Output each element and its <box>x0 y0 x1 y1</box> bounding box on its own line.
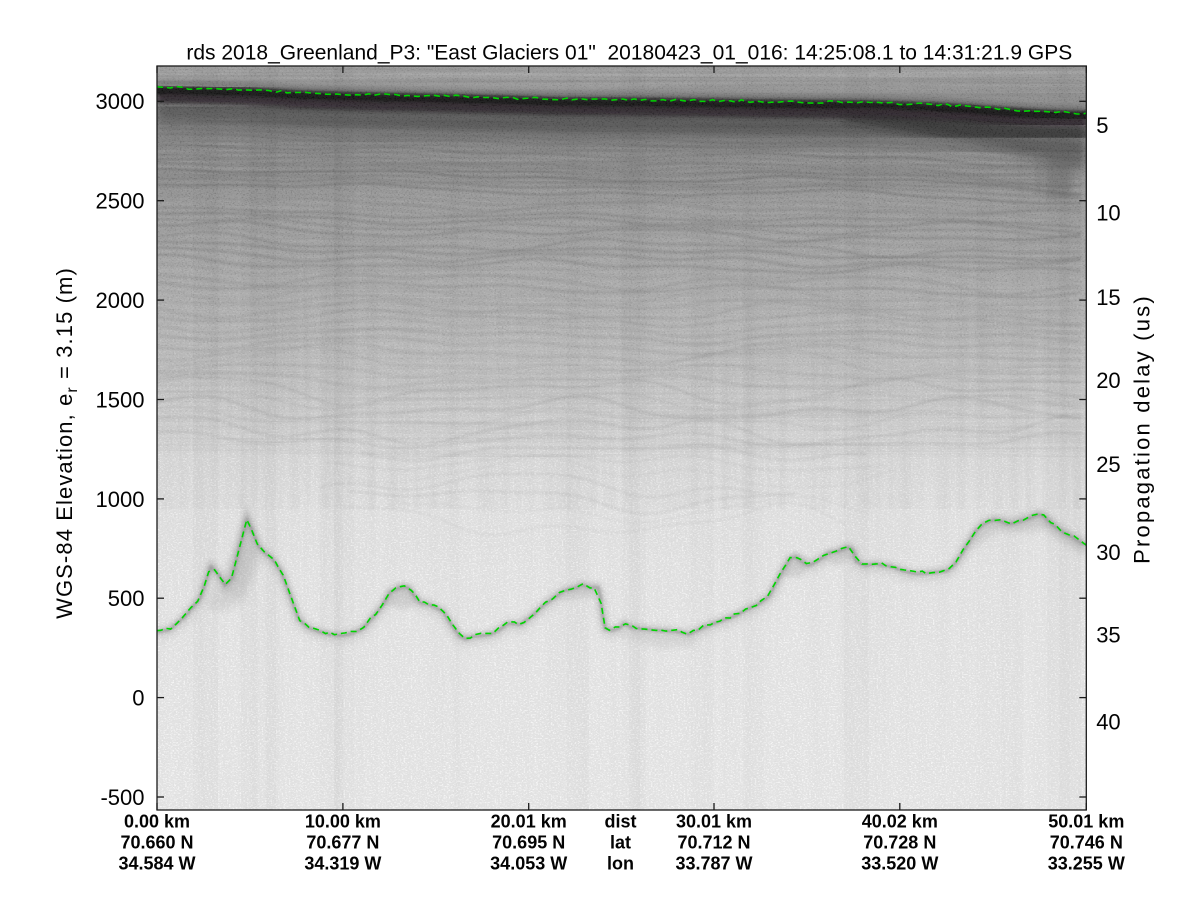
svg-text:70.695 N: 70.695 N <box>492 833 565 853</box>
svg-text:25: 25 <box>1096 452 1120 477</box>
svg-text:34.053 W: 34.053 W <box>490 854 567 874</box>
svg-text:lon: lon <box>607 854 634 874</box>
svg-text:34.584 W: 34.584 W <box>118 854 195 874</box>
svg-text:10: 10 <box>1096 200 1120 225</box>
svg-text:0: 0 <box>132 686 144 711</box>
svg-text:34.319 W: 34.319 W <box>304 854 381 874</box>
svg-text:500: 500 <box>108 586 145 611</box>
svg-text:rds 2018_Greenland_P3: "East G: rds 2018_Greenland_P3: "East Glaciers 01… <box>186 42 1072 65</box>
svg-text:WGS-84 Elevation, er = 3.15 (m: WGS-84 Elevation, er = 3.15 (m) <box>52 267 81 619</box>
svg-text:15: 15 <box>1096 285 1120 310</box>
svg-text:40.02 km: 40.02 km <box>862 812 938 832</box>
svg-text:30.01 km: 30.01 km <box>676 812 752 832</box>
svg-text:33.520 W: 33.520 W <box>861 854 938 874</box>
svg-text:70.728 N: 70.728 N <box>863 833 936 853</box>
svg-text:-500: -500 <box>100 785 144 810</box>
svg-text:40: 40 <box>1096 710 1120 735</box>
svg-text:2500: 2500 <box>96 189 145 214</box>
svg-text:33.255 W: 33.255 W <box>1048 854 1125 874</box>
svg-text:3000: 3000 <box>96 89 145 114</box>
svg-text:2000: 2000 <box>96 288 145 313</box>
svg-text:dist: dist <box>604 812 636 832</box>
svg-text:10.00 km: 10.00 km <box>305 812 381 832</box>
svg-text:70.712 N: 70.712 N <box>677 833 750 853</box>
svg-text:35: 35 <box>1096 623 1120 648</box>
svg-text:5: 5 <box>1096 113 1108 138</box>
svg-text:0.00 km: 0.00 km <box>124 812 190 832</box>
svg-text:20.01 km: 20.01 km <box>491 812 567 832</box>
svg-text:20: 20 <box>1096 368 1120 393</box>
svg-text:Propagation delay (us): Propagation delay (us) <box>1130 294 1155 564</box>
svg-text:33.787 W: 33.787 W <box>675 854 752 874</box>
svg-text:lat: lat <box>610 833 631 853</box>
svg-text:70.677 N: 70.677 N <box>306 833 379 853</box>
svg-text:70.746 N: 70.746 N <box>1050 833 1123 853</box>
svg-text:1000: 1000 <box>96 487 145 512</box>
svg-text:1500: 1500 <box>96 387 145 412</box>
svg-text:50.01 km: 50.01 km <box>1048 812 1124 832</box>
svg-text:30: 30 <box>1096 540 1120 565</box>
svg-text:70.660 N: 70.660 N <box>120 833 193 853</box>
